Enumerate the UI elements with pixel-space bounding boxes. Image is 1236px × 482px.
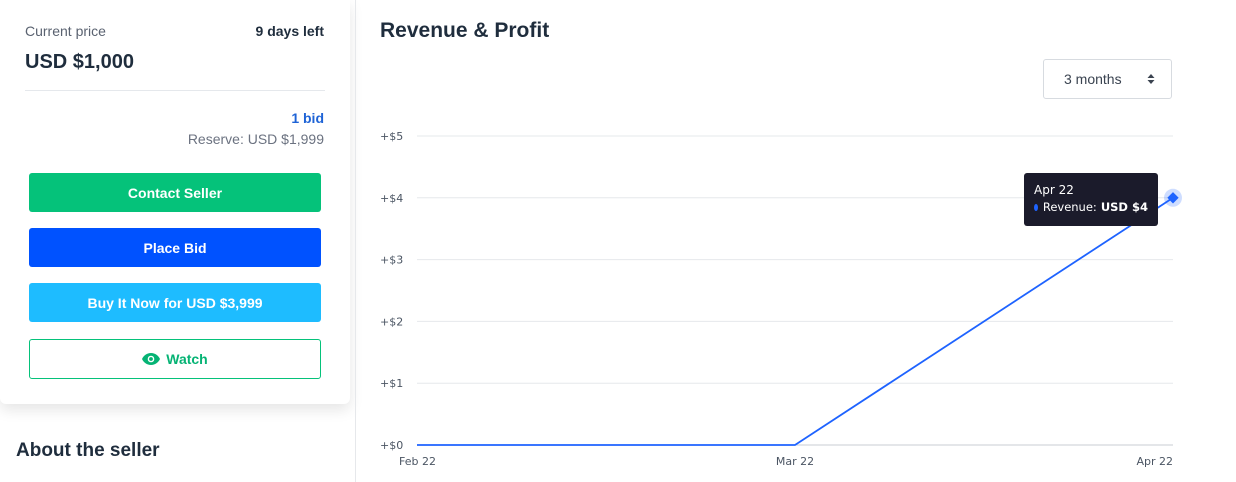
contact-seller-button[interactable]: Contact Seller [29, 173, 321, 212]
y-tick-label: +$3 [380, 254, 403, 267]
watch-label: Watch [166, 351, 208, 367]
x-tick-label: Feb 22 [399, 455, 436, 468]
place-bid-label: Place Bid [143, 239, 207, 256]
tooltip-series-label: Revenue: [1042, 200, 1097, 214]
days-left: 9 days left [255, 23, 324, 39]
y-tick-label: +$4 [380, 192, 403, 205]
place-bid-button[interactable]: Place Bid [29, 228, 321, 267]
about-seller-heading: About the seller [16, 440, 160, 461]
tooltip-value: USD $4 [1100, 200, 1148, 214]
bid-count-link[interactable]: 1 bid [291, 110, 324, 126]
watch-button[interactable]: Watch [29, 339, 321, 379]
sort-caret-icon [1147, 74, 1155, 84]
x-tick-label: Apr 22 [1136, 455, 1173, 468]
eye-icon [142, 353, 161, 365]
chart-tooltip: Apr 22 Revenue: USD $4 [1024, 173, 1158, 226]
panel-divider [355, 0, 356, 482]
range-select-value: 3 months [1064, 71, 1122, 87]
x-tick-label: Mar 22 [776, 455, 814, 468]
tooltip-date: Apr 22 [1034, 183, 1074, 197]
bid-card: Current price 9 days left USD $1,000 1 b… [0, 0, 350, 404]
revenue-series-line [417, 197, 1174, 446]
buy-now-label: Buy It Now for USD $3,999 [87, 294, 263, 311]
chart-title: Revenue & Profit [380, 19, 550, 42]
y-tick-label: +$1 [380, 377, 403, 390]
range-select[interactable]: 3 months [1043, 59, 1172, 99]
buy-now-button[interactable]: Buy It Now for USD $3,999 [29, 283, 321, 322]
y-tick-label: +$2 [380, 315, 403, 328]
revenue-data-point[interactable] [1167, 192, 1179, 204]
divider [25, 90, 325, 91]
current-price-label: Current price [25, 23, 106, 39]
tooltip-series-dot [1034, 203, 1038, 211]
contact-seller-label: Contact Seller [127, 184, 223, 201]
y-tick-label: +$5 [380, 130, 403, 143]
y-tick-label: +$0 [380, 439, 403, 452]
current-price: USD $1,000 [25, 51, 134, 73]
revenue-chart: +$0 +$1 +$2 +$3 +$4 +$5 Feb 22 Mar 22 Apr 22 [380, 130, 1182, 468]
reserve-price: Reserve: USD $1,999 [187, 131, 324, 147]
